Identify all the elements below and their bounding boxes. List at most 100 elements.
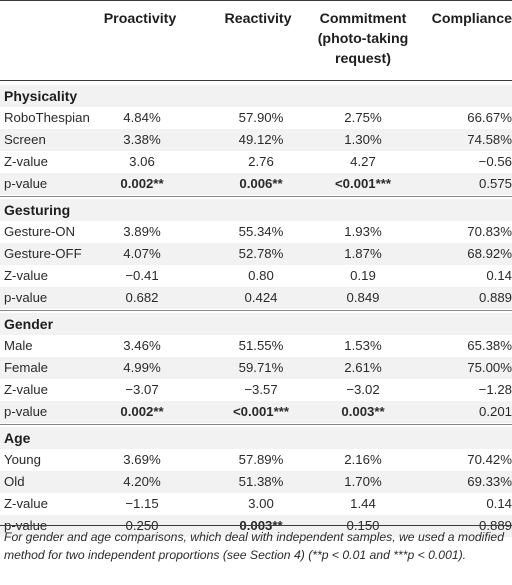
table-row: p-value 0.002** 0.006** <0.001*** 0.575: [0, 173, 512, 195]
table-row: Female 4.99% 59.71% 2.61% 75.00%: [0, 357, 512, 379]
table-row: Z-value −1.15 3.00 1.44 0.14: [0, 493, 512, 515]
cell-value: 2.16%: [344, 452, 382, 467]
cell-value: 49.12%: [238, 132, 284, 147]
cell-value: 0.006**: [239, 176, 283, 191]
cell-value: 51.38%: [238, 474, 284, 489]
table-row: p-value 0.682 0.424 0.849 0.889: [0, 287, 512, 309]
row-label: Z-value: [4, 382, 48, 397]
row-label: Female: [4, 360, 48, 375]
section-title: Gesturing: [4, 202, 71, 218]
cell-value: 69.33%: [467, 474, 512, 489]
table-row: RoboThespian 4.84% 57.90% 2.75% 66.67%: [0, 107, 512, 129]
header-compliance-line-1: Compliance: [431, 11, 512, 27]
section-title: Physicality: [4, 88, 78, 104]
row-label: p-value: [4, 176, 48, 191]
cell-value: −3.07: [125, 382, 159, 397]
cell-value: 4.27: [350, 154, 376, 169]
table-top-rule: [0, 0, 512, 1]
cell-value: 0.575: [478, 176, 512, 191]
cell-value: 1.87%: [344, 246, 382, 261]
cell-value: 1.30%: [344, 132, 382, 147]
cell-value: −3.57: [244, 382, 278, 397]
cell-value: 74.58%: [467, 132, 512, 147]
cell-value: 70.42%: [467, 452, 512, 467]
cell-value: 57.90%: [238, 110, 284, 125]
section-header-0: Physicality: [0, 85, 512, 107]
cell-value: 3.38%: [123, 132, 161, 147]
cell-value: 3.69%: [123, 452, 161, 467]
row-label: Young: [4, 452, 41, 467]
cell-value: 3.00: [248, 496, 274, 511]
cell-value: 2.76: [248, 154, 274, 169]
table-footnote: For gender and age comparisons, which de…: [4, 530, 504, 562]
row-label: p-value: [4, 290, 48, 305]
cell-value: 66.67%: [467, 110, 512, 125]
section-divider: [0, 196, 512, 197]
cell-value: 1.44: [350, 496, 376, 511]
cell-value: 0.003**: [341, 404, 385, 419]
header-reactivity: Reactivity: [218, 9, 298, 29]
section-title: Age: [4, 430, 31, 446]
cell-value: 3.46%: [123, 338, 161, 353]
cell-value: 0.682: [125, 290, 159, 305]
header-commitment-line-3: request): [335, 51, 391, 67]
cell-value: −1.28: [478, 382, 512, 397]
table-row: Old 4.20% 51.38% 1.70% 69.33%: [0, 471, 512, 493]
row-label: RoboThespian: [4, 110, 90, 125]
cell-value: 70.83%: [467, 224, 512, 239]
cell-value: 4.84%: [123, 110, 161, 125]
row-label: Screen: [4, 132, 46, 147]
table-row: Young 3.69% 57.89% 2.16% 70.42%: [0, 449, 512, 471]
cell-value: 2.75%: [344, 110, 382, 125]
cell-value: 1.93%: [344, 224, 382, 239]
header-reactivity-line-1: Reactivity: [224, 11, 292, 27]
cell-value: 4.20%: [123, 474, 161, 489]
row-label: Z-value: [4, 154, 48, 169]
header-commitment: Commitment (photo-taking request): [308, 9, 418, 69]
row-label: Z-value: [4, 496, 48, 511]
cell-value: 75.00%: [467, 360, 512, 375]
row-label: p-value: [4, 404, 48, 419]
header-proactivity: Proactivity: [100, 9, 180, 29]
cell-value: 4.07%: [123, 246, 161, 261]
row-label: Gesture-OFF: [4, 246, 82, 261]
section-header-3: Age: [0, 427, 512, 449]
section-header-2: Gender: [0, 313, 512, 335]
row-label: Old: [4, 474, 25, 489]
cell-value: −0.56: [478, 154, 512, 169]
cell-value: 3.89%: [123, 224, 161, 239]
cell-value: 0.19: [350, 268, 376, 283]
cell-value: 57.89%: [238, 452, 284, 467]
cell-value: 65.38%: [467, 338, 512, 353]
row-label: Z-value: [4, 268, 48, 283]
header-commitment-line-2: (photo-taking: [317, 31, 409, 47]
table-row: Screen 3.38% 49.12% 1.30% 74.58%: [0, 129, 512, 151]
cell-value: 3.06: [129, 154, 155, 169]
cell-value: 55.34%: [238, 224, 284, 239]
section-divider: [0, 424, 512, 425]
cell-value: <0.001***: [232, 404, 290, 419]
cell-value: −1.15: [125, 496, 159, 511]
cell-value: 0.889: [478, 290, 512, 305]
table-row: Z-value 3.06 2.76 4.27 −0.56: [0, 151, 512, 173]
section-divider: [0, 310, 512, 311]
table-row: Gesture-ON 3.89% 55.34% 1.93% 70.83%: [0, 221, 512, 243]
table-row: Z-value −0.41 0.80 0.19 0.14: [0, 265, 512, 287]
table-row: Gesture-OFF 4.07% 52.78% 1.87% 68.92%: [0, 243, 512, 265]
cell-value: <0.001***: [334, 176, 392, 191]
cell-value: 1.53%: [344, 338, 382, 353]
table-row: Male 3.46% 51.55% 1.53% 65.38%: [0, 335, 512, 357]
cell-value: 0.424: [244, 290, 278, 305]
table-row: p-value 0.002** <0.001*** 0.003** 0.201: [0, 401, 512, 423]
table-row: p-value 0.250 0.003** 0.150 0.889: [0, 515, 512, 537]
header-commitment-line-1: Commitment: [319, 11, 407, 27]
cell-value: 0.80: [248, 268, 274, 283]
section-header-1: Gesturing: [0, 199, 512, 221]
cell-value: 2.61%: [344, 360, 382, 375]
table-bottom-rule: [0, 525, 512, 526]
cell-value: 0.849: [346, 290, 380, 305]
section-title: Gender: [4, 316, 54, 332]
header-compliance: Compliance: [427, 9, 512, 29]
cell-value: −3.02: [346, 382, 380, 397]
cell-value: 68.92%: [467, 246, 512, 261]
